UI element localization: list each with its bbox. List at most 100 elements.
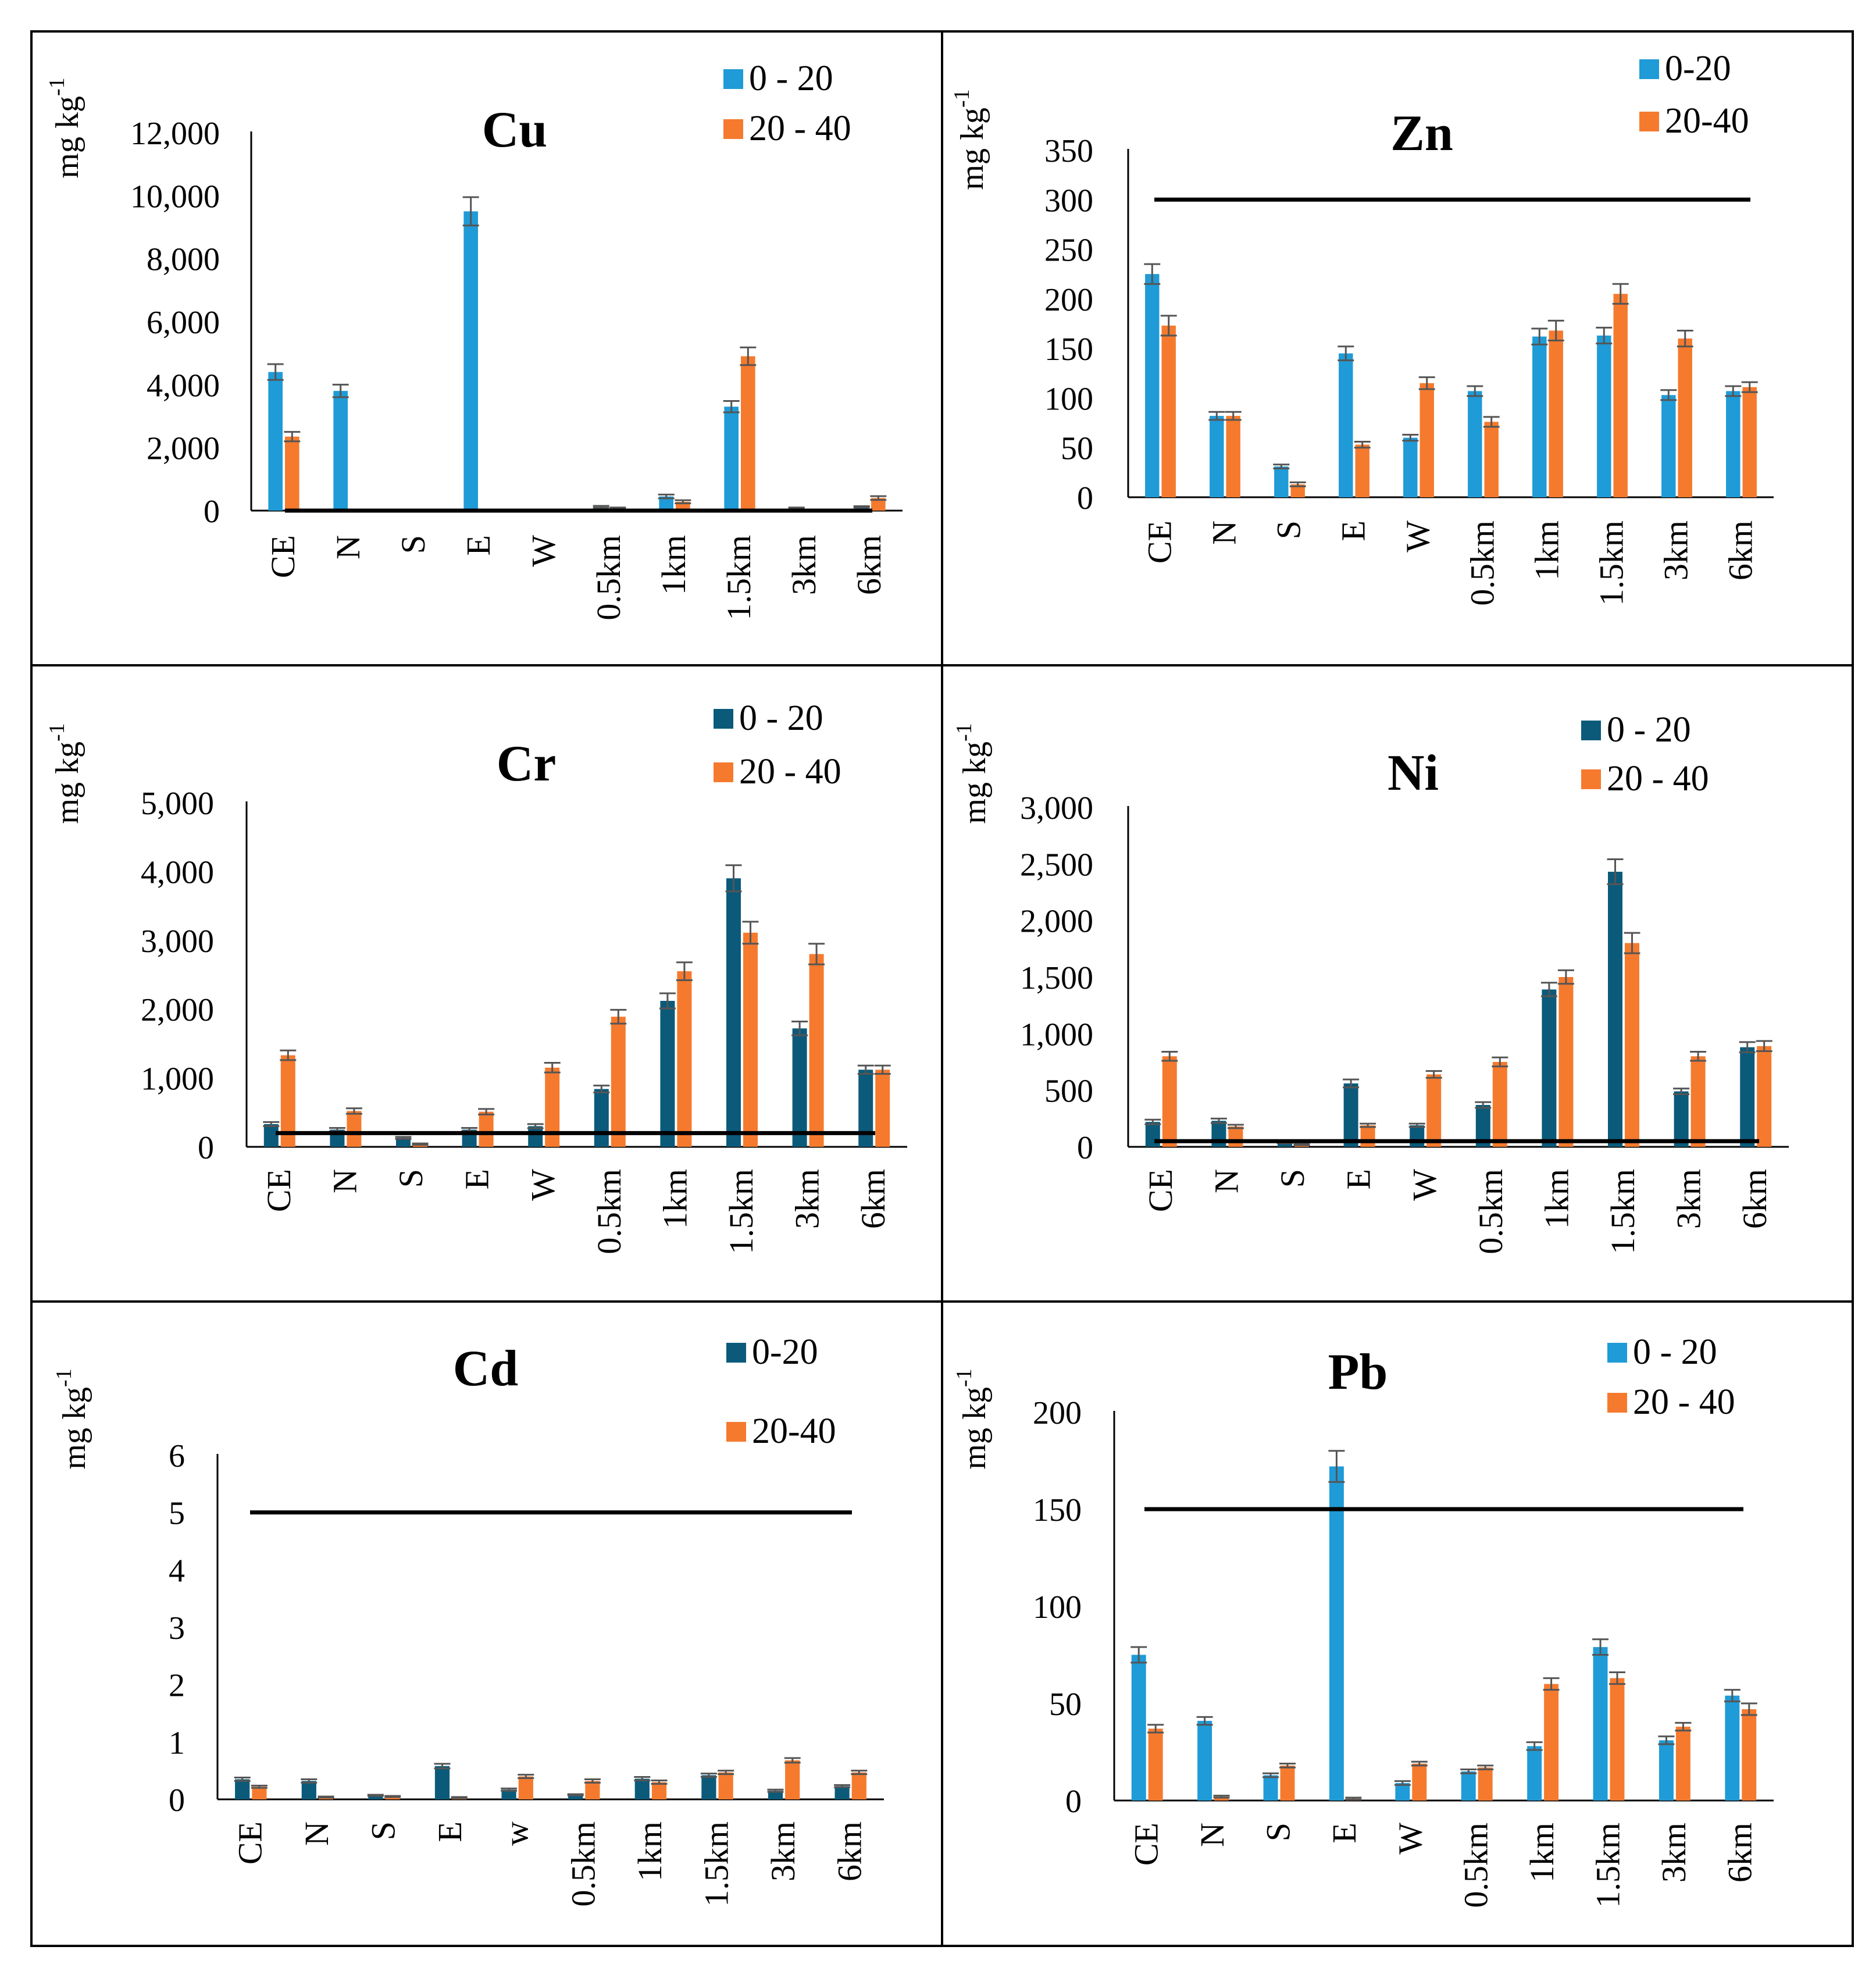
- x-tick-label: CE: [1128, 1823, 1165, 1866]
- bar-zn-1km-s2: [1549, 330, 1563, 497]
- bar-cu-N-s1: [333, 391, 348, 511]
- y-tick-label: 300: [1044, 183, 1093, 219]
- y-tick-label: 4,000: [141, 854, 214, 890]
- y-axis-unit-label-cd: mg kg-1: [52, 1368, 92, 1469]
- x-tick-label: N: [1206, 520, 1243, 545]
- legend-swatch-cd-1: [726, 1343, 746, 1363]
- x-tick-label: S: [1274, 1169, 1311, 1188]
- y-tick-label: 4: [169, 1553, 185, 1589]
- legend-swatch-cu-2: [723, 119, 743, 139]
- bar-pb-6km-s2: [1742, 1709, 1757, 1801]
- x-tick-label: 1km: [1523, 1823, 1561, 1883]
- bar-pb-1.5km-s2: [1610, 1678, 1625, 1801]
- x-tick-label: 6km: [854, 1169, 892, 1229]
- bar-zn-6km-s1: [1726, 391, 1741, 497]
- x-tick-label: E: [431, 1821, 469, 1842]
- legend-swatch-cr-1: [714, 709, 733, 729]
- bar-cu-1.5km-s1: [724, 407, 739, 511]
- y-tick-label: 500: [1044, 1074, 1093, 1110]
- x-tick-label: E: [459, 535, 497, 555]
- y-tick-label: 5,000: [141, 786, 214, 822]
- y-axis-unit-label-pb: mg kg-1: [952, 1368, 993, 1469]
- y-tick-label: 12,000: [130, 116, 220, 152]
- x-tick-label: w: [498, 1821, 536, 1846]
- y-tick-label: 3: [169, 1610, 185, 1646]
- y-axis-unit-label-cu: mg kg-1: [45, 77, 85, 178]
- legend-label-cr-2: 20 - 40: [739, 752, 841, 792]
- bar-cr-0.5km-s2: [611, 1017, 626, 1147]
- y-tick-label: 250: [1044, 233, 1093, 269]
- bar-zn-1.5km-s2: [1613, 294, 1628, 497]
- bar-ni-1.5km-s2: [1625, 943, 1639, 1147]
- x-tick-label: 1.5km: [722, 1169, 760, 1254]
- legend-swatch-zn-2: [1639, 112, 1659, 131]
- bar-zn-1km-s1: [1532, 336, 1547, 497]
- x-tick-label: W: [1399, 520, 1437, 552]
- bar-ni-1.5km-s1: [1608, 871, 1622, 1147]
- unit-exponent: -1: [952, 723, 976, 741]
- y-tick-label: 4,000: [147, 368, 220, 404]
- bar-pb-E-s1: [1329, 1466, 1344, 1801]
- x-tick-label: 1km: [1538, 1169, 1575, 1229]
- chart-ni: 0 500 1,000 1,500 2,000 2,500 3,000 CE N S E W 0.5km…: [952, 710, 1789, 1254]
- unit-exponent: -1: [952, 1368, 976, 1387]
- legend-label-cu-2: 20 - 40: [749, 109, 851, 148]
- x-tick-label: N: [326, 1169, 363, 1193]
- bar-cd-1km-s1: [634, 1778, 650, 1799]
- legend-swatch-ni-2: [1581, 769, 1601, 789]
- unit-base: mg kg: [957, 1387, 993, 1470]
- bar-cu-E-s1: [463, 211, 478, 511]
- x-tick-label: CE: [264, 535, 302, 578]
- x-tick-label: 6km: [831, 1821, 869, 1881]
- bar-pb-W-s1: [1395, 1782, 1410, 1801]
- x-tick-label: E: [1335, 520, 1372, 541]
- bar-zn-1.5km-s1: [1597, 335, 1611, 497]
- bar-cd-1km-s2: [651, 1782, 667, 1799]
- bar-ni-S-s1: [1278, 1142, 1292, 1147]
- x-tick-label: 3km: [764, 1821, 802, 1881]
- chart-title-cd: Cd: [453, 1340, 519, 1397]
- x-tick-label: 1.5km: [1593, 520, 1631, 606]
- bar-cr-1.5km-s2: [743, 932, 758, 1147]
- x-tick-label: 1.5km: [720, 535, 758, 621]
- bar-cu-CE-s2: [285, 436, 299, 511]
- bar-cr-0.5km-s1: [594, 1089, 609, 1147]
- bar-ni-CE-s2: [1162, 1056, 1177, 1147]
- bar-pb-W-s2: [1412, 1763, 1427, 1801]
- bar-cd-S-s1: [368, 1795, 383, 1799]
- chart-title-cr: Cr: [497, 736, 557, 792]
- x-tick-label: CE: [231, 1821, 269, 1864]
- x-tick-label: 3km: [1670, 1169, 1708, 1229]
- bar-pb-1km-s1: [1527, 1746, 1542, 1801]
- bar-ni-0.5km-s2: [1492, 1062, 1507, 1147]
- unit-base: mg kg: [957, 741, 993, 824]
- bar-cu-6km-s2: [871, 498, 886, 511]
- chart-title-ni: Ni: [1388, 745, 1439, 801]
- bar-cr-CE-s1: [263, 1124, 279, 1147]
- x-tick-label: 3km: [1655, 1823, 1693, 1883]
- unit-base: mg kg: [49, 96, 85, 179]
- x-tick-label: S: [392, 1169, 430, 1188]
- x-tick-label: E: [1340, 1169, 1378, 1189]
- x-tick-label: E: [458, 1169, 496, 1189]
- x-tick-label: S: [1260, 1823, 1297, 1841]
- bar-zn-N-s1: [1210, 416, 1224, 497]
- x-tick-label: 1km: [631, 1821, 669, 1881]
- x-tick-label: 0.5km: [564, 1821, 602, 1907]
- bar-cd-6km-s2: [851, 1772, 866, 1799]
- chart-title-cu: Cu: [482, 102, 548, 158]
- bar-zn-CE-s2: [1161, 325, 1176, 497]
- x-tick-label: 1.5km: [1589, 1823, 1627, 1908]
- legend-label-cd-1: 0-20: [752, 1332, 818, 1372]
- bar-cr-6km-s2: [875, 1069, 890, 1147]
- bar-ni-1km-s1: [1542, 989, 1557, 1147]
- legend-label-ni-1: 0 - 20: [1607, 710, 1691, 750]
- legend-label-zn-1: 0-20: [1665, 49, 1731, 88]
- bar-ni-E-s1: [1343, 1083, 1358, 1147]
- bar-ni-E-s2: [1360, 1125, 1375, 1147]
- x-tick-label: 1.5km: [1604, 1169, 1642, 1254]
- legend-swatch-zn-1: [1639, 59, 1659, 79]
- bar-cd-1.5km-s1: [701, 1775, 716, 1799]
- bar-cd-3km-s1: [768, 1791, 783, 1799]
- unit-exponent: -1: [45, 723, 69, 741]
